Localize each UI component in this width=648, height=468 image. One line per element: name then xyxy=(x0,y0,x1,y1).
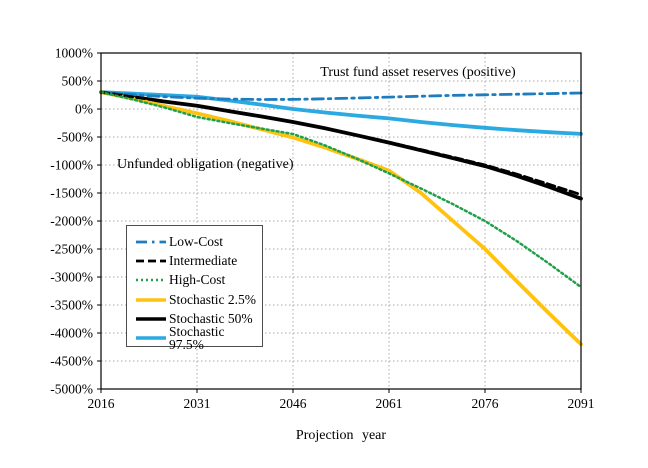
legend-label: High-Cost xyxy=(169,272,226,288)
y-tick-label: -1000% xyxy=(50,158,93,173)
y-tick-label: 500% xyxy=(62,74,94,89)
legend-item-stochastic-2.5-: Stochastic 2.5% xyxy=(135,290,262,309)
y-tick-label: -3500% xyxy=(50,298,93,313)
y-tick-label: -4500% xyxy=(50,354,93,369)
chart-legend: Low-Cost Intermediate High-Cost Stochastic … xyxy=(126,225,263,351)
x-tick-label: 2076 xyxy=(472,396,499,411)
legend-line-sample xyxy=(136,297,166,302)
y-tick-label: 1000% xyxy=(55,46,93,61)
series-line-high-cost xyxy=(99,90,583,289)
x-tick-label: 2031 xyxy=(184,396,211,411)
x-tick-label: 2061 xyxy=(376,396,403,411)
annotation-negative-region: Unfunded obligation (negative) xyxy=(117,157,294,172)
x-tick-label: 2046 xyxy=(280,396,307,411)
series-line-low-cost xyxy=(99,90,583,101)
legend-item-intermediate: Intermediate xyxy=(135,251,262,270)
legend-line-sample xyxy=(136,336,166,340)
legend-item-stochastic-50-: Stochastic 50% xyxy=(135,309,262,328)
y-tick-label: 0% xyxy=(75,102,93,117)
legend-label: Stochastic 2.5% xyxy=(169,291,256,307)
y-tick-label: -2500% xyxy=(50,242,93,257)
series-line-stochastic-2.5- xyxy=(99,90,583,347)
x-tick-label: 2016 xyxy=(88,396,115,411)
y-tick-label: -1500% xyxy=(50,186,93,201)
y-tick-label: -4000% xyxy=(50,326,93,341)
legend-item-low-cost: Low-Cost xyxy=(135,232,262,251)
y-tick-label: -5000% xyxy=(50,382,93,397)
legend-line-sample xyxy=(136,317,166,321)
legend-label: Intermediate xyxy=(169,253,238,269)
x-axis-title: Projection year xyxy=(295,428,387,443)
legend-item-high-cost: High-Cost xyxy=(135,271,262,290)
legend-line-sample xyxy=(136,240,166,244)
legend-item-stochastic-97.5-: Stochastic 97.5% xyxy=(135,324,262,351)
legend-label: Stochastic 50% xyxy=(169,311,253,327)
y-tick-label: -3000% xyxy=(50,270,93,285)
legend-label: Low-Cost xyxy=(169,233,223,249)
legend-line-sample xyxy=(136,259,166,263)
series-line-intermediate xyxy=(99,90,583,197)
x-tick-label: 2091 xyxy=(568,396,595,411)
legend-line-sample xyxy=(136,278,166,282)
y-tick-label: -500% xyxy=(57,130,93,145)
annotation-positive-region: Trust fund asset reserves (positive) xyxy=(320,65,516,80)
legend-label: Stochastic 97.5% xyxy=(169,323,225,353)
y-tick-label: -2000% xyxy=(50,214,93,229)
series-line-stochastic-97.5- xyxy=(99,90,583,136)
